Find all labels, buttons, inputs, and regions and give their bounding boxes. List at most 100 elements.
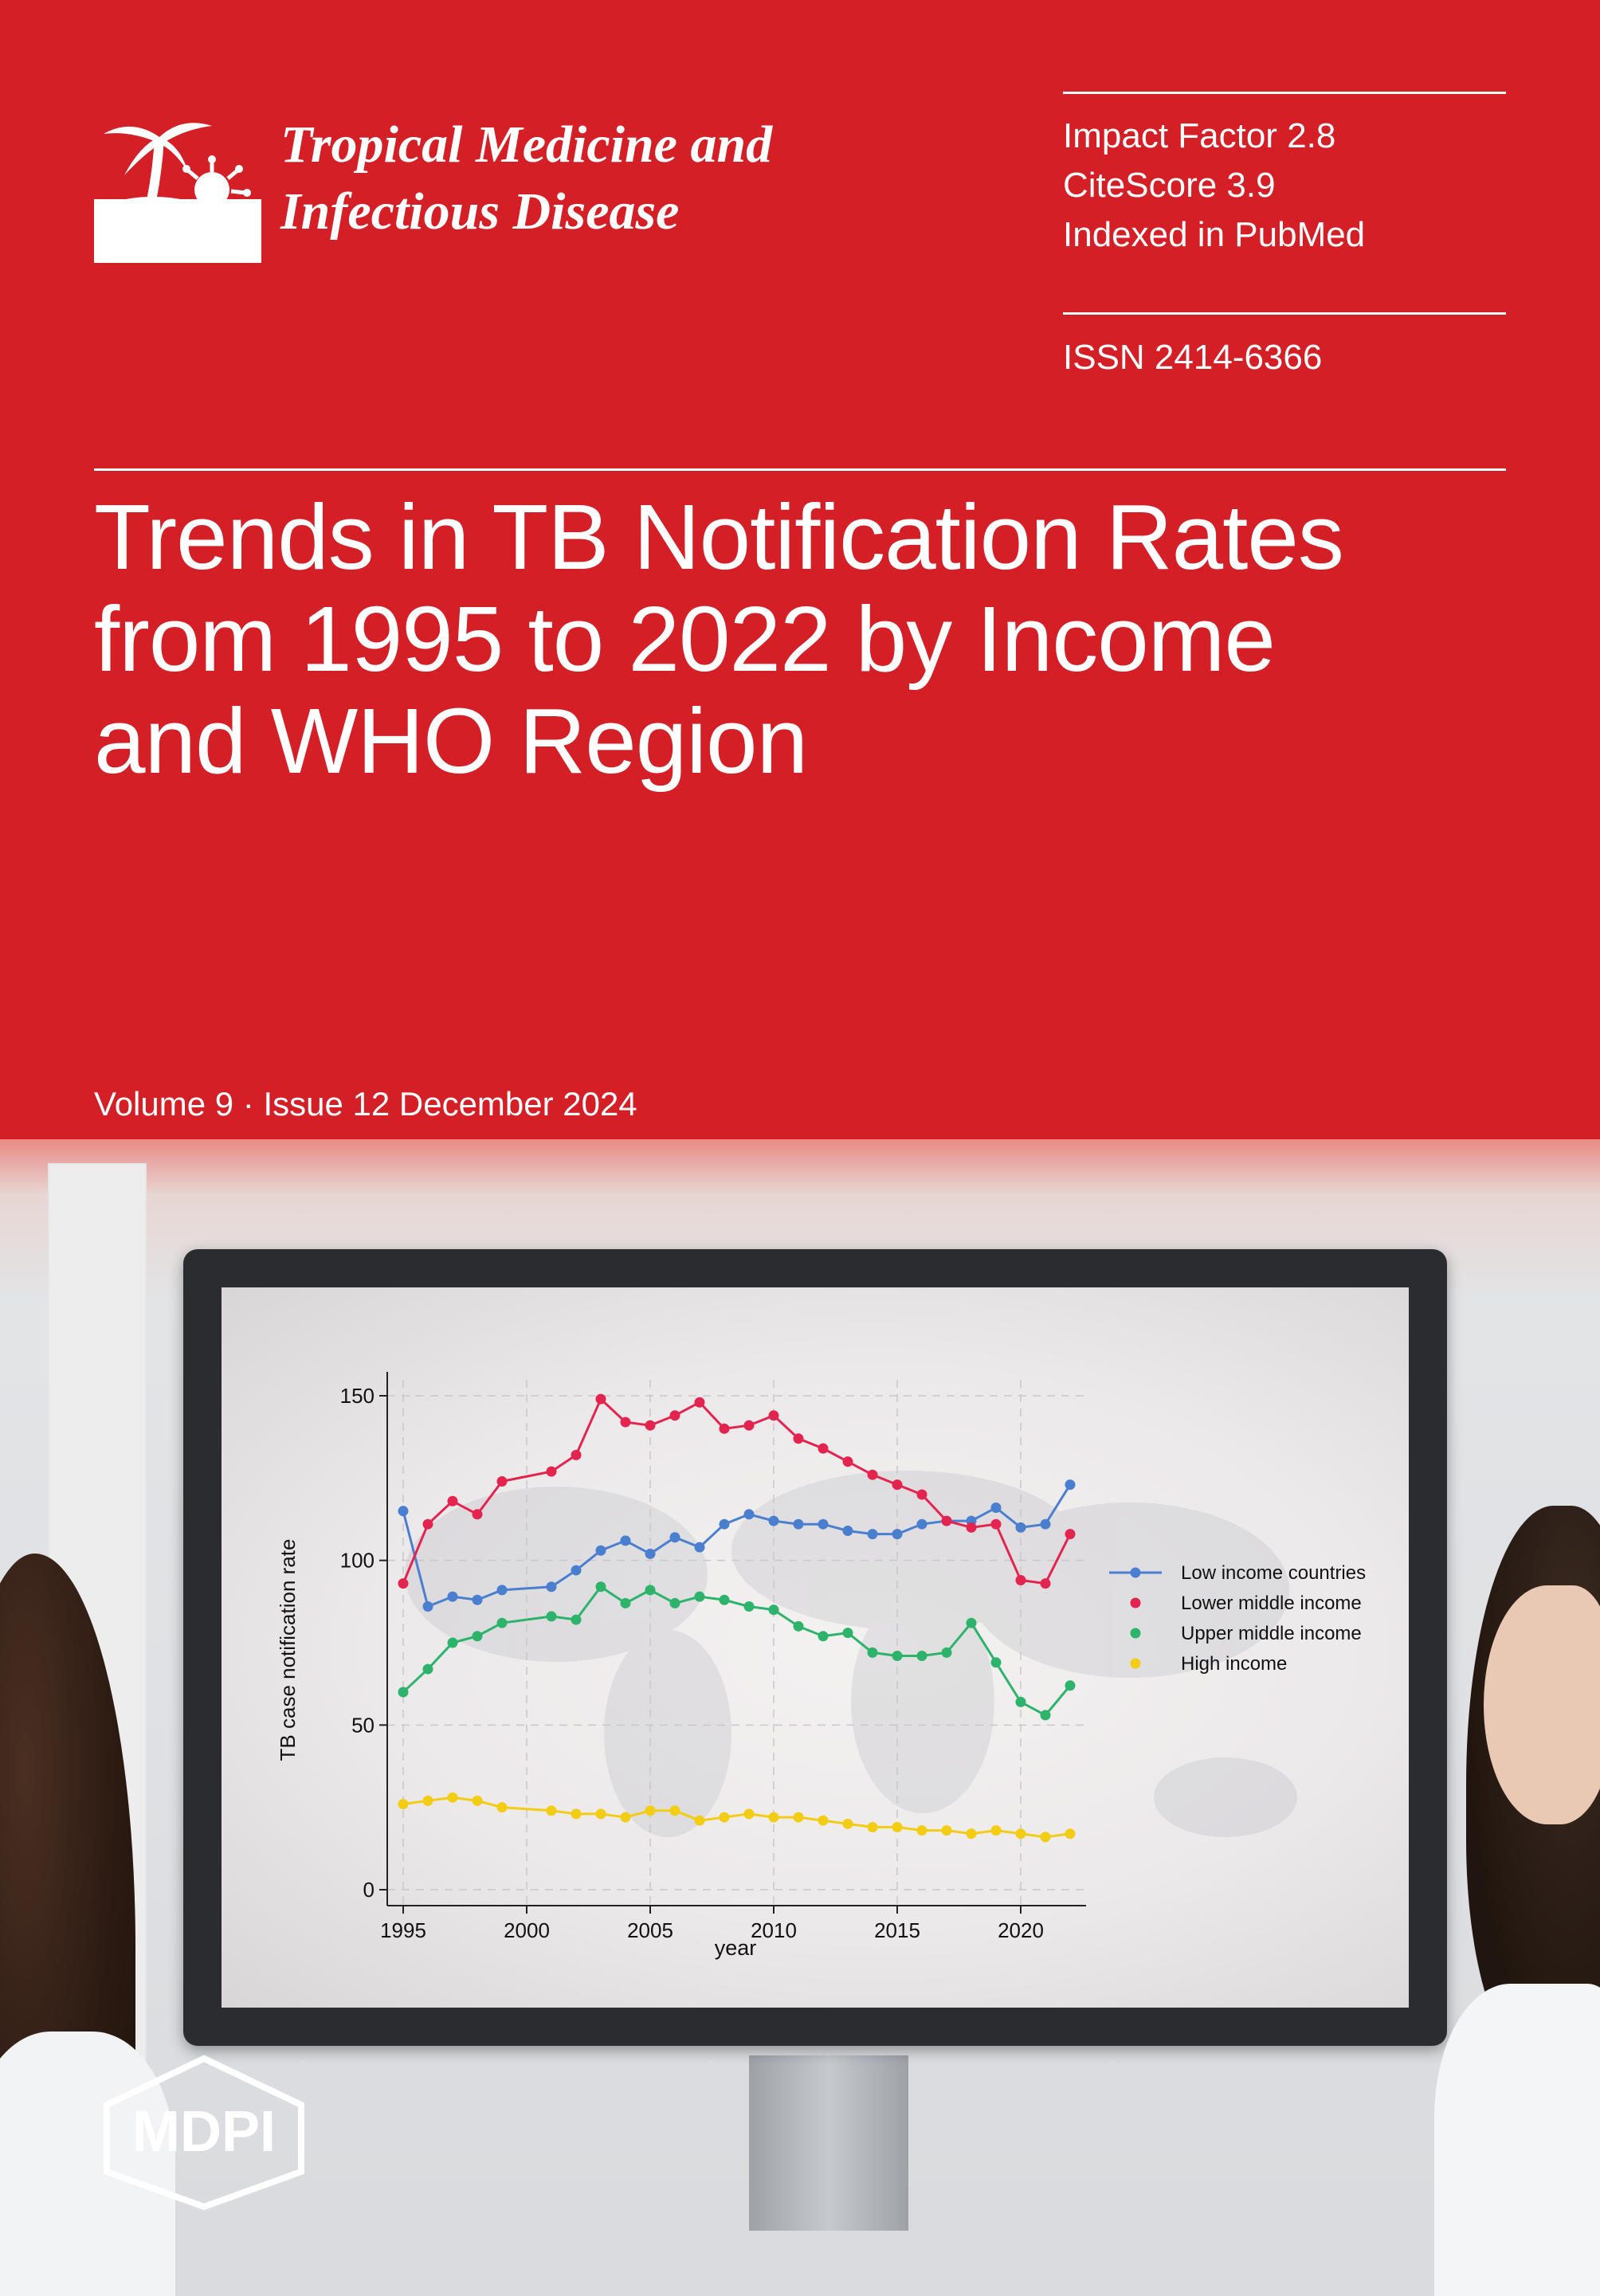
data-point xyxy=(447,1495,458,1507)
data-point xyxy=(719,1518,730,1530)
x-tick-label: 2010 xyxy=(751,1918,797,1942)
chart-grid xyxy=(387,1380,1086,1906)
data-point xyxy=(422,1663,433,1675)
data-point xyxy=(1065,1479,1076,1491)
data-point xyxy=(818,1631,829,1642)
data-point xyxy=(867,1821,878,1832)
data-point xyxy=(768,1410,779,1421)
data-point xyxy=(1040,1518,1051,1530)
tb-notification-chart: 0 50 100 150 1995 2000 2005 2010 2015 2020 Low in… xyxy=(276,1372,1366,1960)
data-point xyxy=(571,1614,582,1625)
data-point xyxy=(916,1651,927,1662)
data-point xyxy=(620,1597,631,1608)
legend-label: Upper middle income xyxy=(1181,1623,1362,1644)
data-point xyxy=(1040,1832,1051,1843)
data-point xyxy=(916,1825,927,1836)
data-point xyxy=(472,1795,483,1806)
legend-label: High income xyxy=(1181,1653,1287,1675)
data-point xyxy=(990,1657,1002,1668)
data-point xyxy=(1040,1578,1051,1589)
data-point xyxy=(743,1808,755,1820)
data-point xyxy=(743,1509,755,1520)
issn: ISSN 2414-6366 xyxy=(1063,338,1323,377)
data-point xyxy=(645,1585,656,1596)
article-title-line3: and WHO Region xyxy=(94,689,808,793)
volume-issue: Volume 9 · Issue 12 December 2024 xyxy=(94,1085,637,1123)
data-point xyxy=(842,1818,853,1829)
monitor: 0 50 100 150 1995 2000 2005 2010 2015 2020 Low in… xyxy=(183,1249,1447,2046)
data-point xyxy=(398,1578,409,1589)
data-point xyxy=(398,1799,409,1810)
y-tick-label: 0 xyxy=(363,1878,375,1902)
data-point xyxy=(966,1828,977,1840)
data-point xyxy=(694,1397,705,1408)
data-point xyxy=(818,1518,829,1530)
legend-marker xyxy=(1130,1658,1141,1669)
data-point xyxy=(546,1805,557,1816)
journal-name-line1: Tropical Medicine and xyxy=(280,116,773,174)
data-point xyxy=(496,1585,508,1596)
article-title: Trends in TB Notification Rates from 199… xyxy=(94,486,1528,792)
data-point xyxy=(719,1812,730,1823)
data-point xyxy=(472,1594,483,1605)
publisher-name: MDPI xyxy=(132,2100,276,2164)
data-point xyxy=(546,1611,557,1622)
data-point xyxy=(422,1601,433,1612)
person-right-coat xyxy=(1434,1984,1600,2296)
data-point xyxy=(669,1532,680,1543)
data-point xyxy=(916,1489,927,1500)
data-point xyxy=(447,1637,458,1648)
data-point xyxy=(645,1805,656,1816)
data-point xyxy=(422,1518,433,1530)
x-tick-label: 2015 xyxy=(874,1918,920,1942)
data-point xyxy=(1015,1522,1026,1533)
data-point xyxy=(422,1795,433,1806)
data-point xyxy=(496,1802,508,1813)
legend-marker xyxy=(1130,1597,1141,1608)
data-point xyxy=(1065,1529,1076,1540)
article-title-line2: from 1995 to 2022 by Income xyxy=(94,587,1276,691)
data-point xyxy=(990,1825,1002,1836)
data-point xyxy=(941,1647,952,1658)
data-point xyxy=(743,1420,755,1431)
article-title-line1: Trends in TB Notification Rates xyxy=(94,485,1344,589)
data-point xyxy=(472,1631,483,1642)
data-point xyxy=(571,1449,582,1460)
monitor-screen: 0 50 100 150 1995 2000 2005 2010 2015 2020 Low in… xyxy=(222,1287,1409,2008)
data-point xyxy=(571,1808,582,1820)
data-point xyxy=(398,1506,409,1517)
data-point xyxy=(892,1529,903,1540)
data-point xyxy=(571,1565,582,1576)
data-point xyxy=(496,1617,508,1628)
data-point xyxy=(818,1443,829,1454)
cover-red-panel xyxy=(0,0,1600,1147)
data-point xyxy=(793,1620,804,1632)
y-tick-label: 150 xyxy=(340,1384,375,1408)
legend-marker xyxy=(1130,1567,1141,1578)
data-point xyxy=(398,1687,409,1698)
divider-middle xyxy=(1063,312,1506,315)
chart-series xyxy=(398,1393,1076,1843)
data-point xyxy=(645,1420,656,1431)
data-point xyxy=(1015,1828,1026,1840)
data-point xyxy=(867,1647,878,1658)
data-point xyxy=(620,1416,631,1428)
y-tick-label: 100 xyxy=(340,1549,375,1573)
x-tick-label: 2020 xyxy=(998,1918,1044,1942)
data-point xyxy=(595,1808,606,1820)
data-point xyxy=(1065,1680,1076,1691)
data-point xyxy=(867,1469,878,1480)
data-point xyxy=(546,1581,557,1593)
data-point xyxy=(669,1597,680,1608)
data-point xyxy=(743,1601,755,1612)
person-right-face xyxy=(1484,1585,1600,1824)
data-point xyxy=(941,1825,952,1836)
data-point xyxy=(768,1604,779,1616)
data-point xyxy=(768,1515,779,1526)
data-point xyxy=(595,1581,606,1593)
data-point xyxy=(1065,1828,1076,1840)
mdpi-logo: MDPI xyxy=(104,2055,304,2211)
legend-label: Lower middle income xyxy=(1181,1593,1362,1614)
impact-factor: Impact Factor 2.8 xyxy=(1063,116,1336,155)
data-point xyxy=(496,1475,508,1487)
